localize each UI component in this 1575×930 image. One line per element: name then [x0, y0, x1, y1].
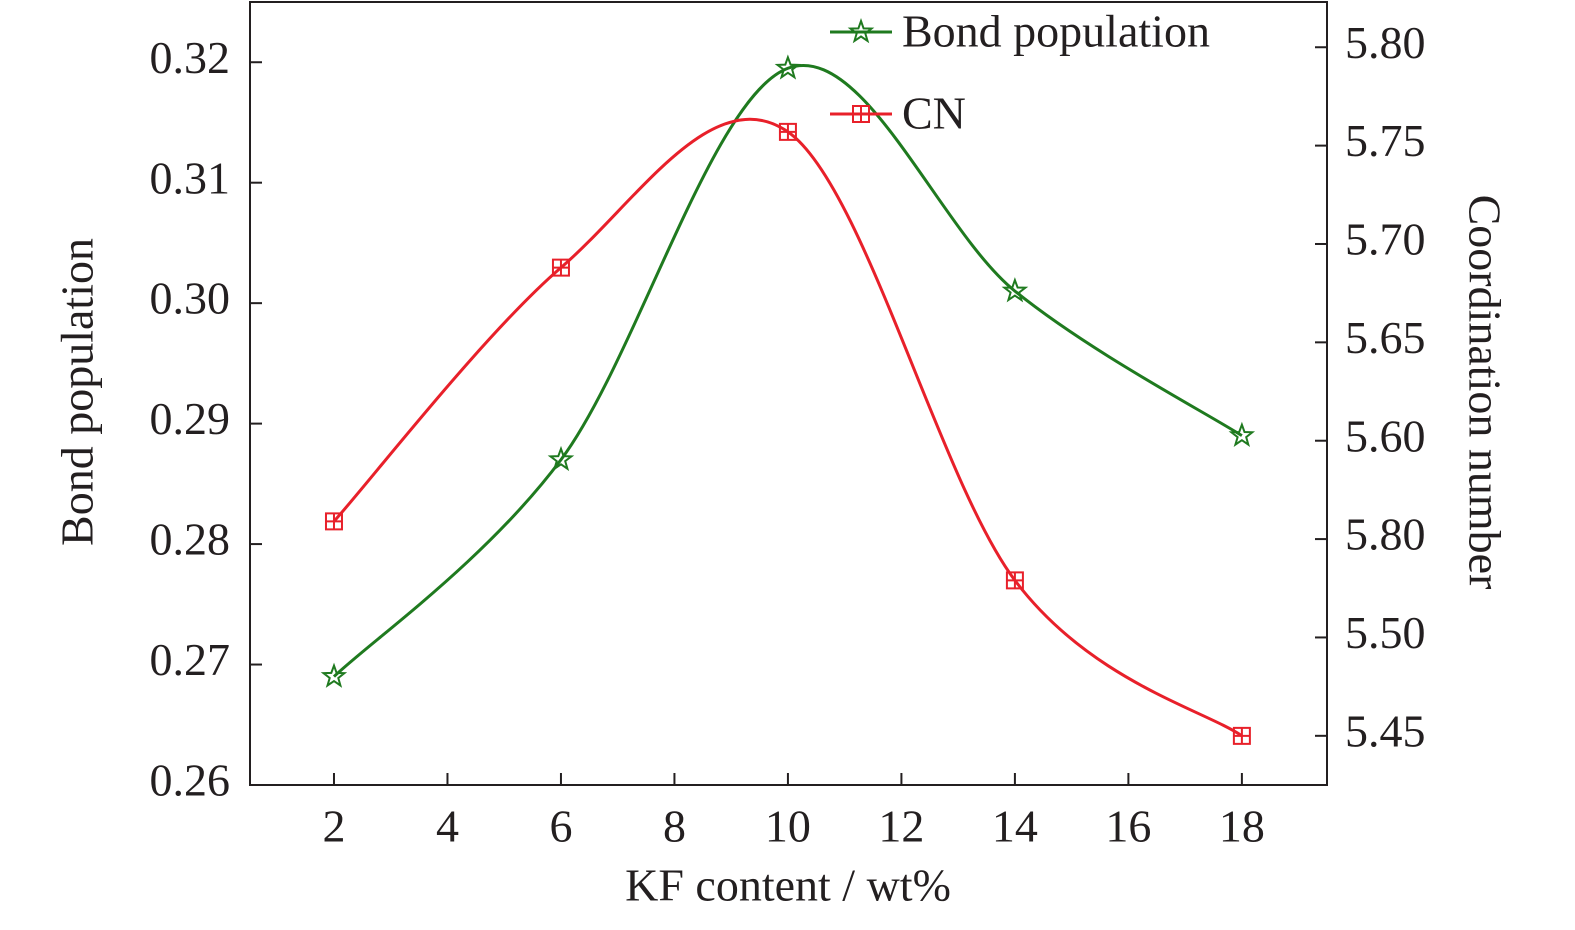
y2-tick-label: 5.60 — [1345, 410, 1426, 461]
y-tick-label: 0.26 — [150, 755, 231, 806]
marker-star — [320, 662, 348, 688]
x-tick-label: 8 — [663, 801, 686, 852]
marker-square — [324, 512, 343, 531]
marker-square — [1005, 571, 1024, 590]
marker-star — [1228, 421, 1256, 447]
marker-square — [1232, 726, 1251, 745]
legend-label: Bond population — [902, 6, 1210, 57]
x-tick-label: 4 — [436, 801, 459, 852]
x-tick-label: 2 — [322, 801, 345, 852]
line — [332, 64, 1243, 678]
y2-tick-label: 5.45 — [1345, 705, 1426, 756]
marker-square — [852, 105, 870, 123]
marker-star — [547, 445, 575, 472]
x-tick-label: 14 — [992, 801, 1038, 852]
y-tick-label: 0.30 — [150, 273, 231, 324]
x-tick-label: 6 — [549, 801, 572, 852]
x-axis-label: KF content / wt% — [625, 860, 951, 911]
line — [332, 117, 1243, 738]
y2-tick-label: 5.75 — [1345, 115, 1426, 166]
y-tick-label: 0.31 — [150, 152, 231, 203]
y2-tick-label: 5.80 — [1345, 17, 1426, 68]
marker-star — [847, 17, 875, 44]
x-tick-label: 10 — [765, 801, 811, 852]
y2-tick-label: 5.50 — [1345, 607, 1426, 658]
y2-axis-label: Coordination number — [1459, 195, 1510, 590]
marker-star — [774, 54, 802, 80]
marker-star — [1001, 277, 1029, 303]
marker-square — [778, 122, 797, 141]
y-tick-label: 0.27 — [150, 634, 231, 685]
x-tick-label: 18 — [1219, 801, 1265, 852]
legend-label: CN — [902, 88, 966, 139]
y-tick-label: 0.28 — [150, 514, 231, 565]
y-axis-label: Bond population — [52, 238, 103, 546]
y-tick-label: 0.32 — [150, 32, 231, 83]
y-tick-label: 0.29 — [150, 393, 231, 444]
plot-frame — [249, 1, 1328, 786]
y2-tick-label: 5.80 — [1345, 509, 1426, 560]
x-tick-label: 12 — [878, 801, 924, 852]
y2-tick-label: 5.65 — [1345, 312, 1426, 363]
y2-tick-label: 5.70 — [1345, 214, 1426, 265]
marker-square — [551, 258, 570, 277]
x-tick-label: 16 — [1105, 801, 1151, 852]
